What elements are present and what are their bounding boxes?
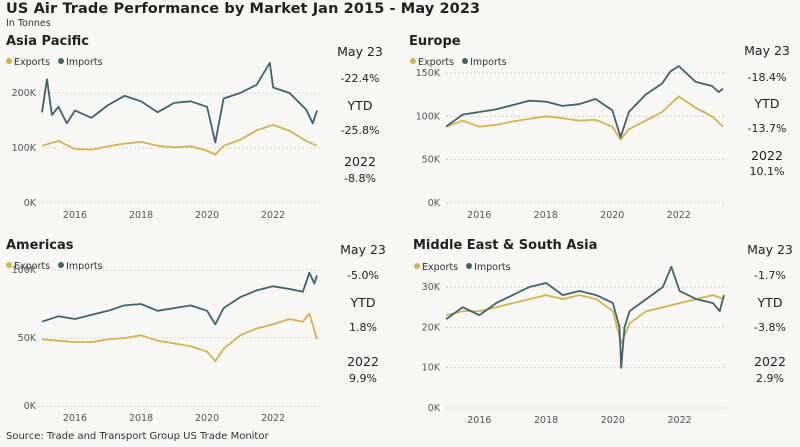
panel-title: Europe	[409, 34, 461, 49]
x-tick-label: 2018	[534, 415, 558, 426]
month-label: May 23	[340, 242, 386, 257]
stats-block: May 23 -18.4% YTD -13.7% 2022 10.1%	[736, 43, 798, 178]
chart-title: US Air Trade Performance by Market Jan 2…	[6, 1, 481, 17]
source-note: Source: Trade and Transport Group US Tra…	[6, 431, 269, 442]
month-label: May 23	[747, 242, 793, 257]
x-tick-label: 2016	[467, 415, 491, 426]
imports-legend-label: Imports	[66, 261, 103, 272]
exports-legend-label: Exports	[422, 262, 459, 273]
panel-title: Middle East & South Asia	[413, 238, 598, 253]
legend: Exports Imports	[414, 262, 516, 273]
legend: Exports Imports	[6, 261, 108, 272]
exports-series-line	[445, 294, 725, 345]
exports-legend-label: Exports	[14, 57, 51, 68]
month-change: -18.4%	[747, 71, 787, 84]
x-tick-label: 2022	[261, 413, 285, 424]
exports-series-line	[445, 95, 724, 141]
y-tick-label: 0K	[24, 401, 37, 412]
y-tick-label: 50K	[18, 333, 37, 344]
ytd-change: -13.7%	[747, 122, 787, 135]
chart-subtitle: In Tonnes	[6, 18, 51, 29]
imports-legend-label: Imports	[474, 262, 511, 273]
imports-series-line	[41, 271, 318, 326]
x-tick-label: 2018	[534, 210, 558, 221]
stats-block: May 23 -5.0% YTD 1.8% 2022 9.9%	[333, 242, 393, 385]
y-tick-label: 30K	[422, 282, 441, 293]
ytd-change: -25.8%	[340, 124, 380, 137]
exports-legend-marker	[6, 58, 12, 64]
year-label: 2022	[754, 354, 786, 369]
stats-block: May 23 -1.7% YTD -3.8% 2022 2.9%	[740, 242, 800, 385]
imports-legend-marker	[58, 262, 65, 268]
imports-legend-marker	[58, 58, 65, 64]
x-tick-label: 2020	[195, 413, 219, 424]
month-change: -1.7%	[754, 269, 786, 282]
y-tick-label: 100K	[12, 265, 37, 276]
y-tick-label: 100K	[12, 143, 37, 154]
exports-legend-label: Exports	[418, 57, 455, 68]
ytd-label: YTD	[754, 96, 780, 111]
month-change: -5.0%	[347, 269, 379, 282]
y-tick-label: 10K	[422, 363, 441, 374]
year-change: 10.1%	[749, 165, 785, 178]
y-tick-label: 150K	[416, 68, 441, 79]
y-tick-label: 20K	[422, 322, 441, 333]
y-tick-label: 100K	[416, 111, 441, 122]
panel-title: Asia Pacific	[6, 34, 90, 49]
exports-series-line	[41, 124, 318, 156]
ytd-change: -3.8%	[754, 321, 786, 334]
month-change: -22.4%	[340, 72, 380, 85]
x-tick-label: 2016	[63, 210, 87, 221]
line-plot: 0K 50K 100K 150K 2016 2018 2020 2022	[416, 65, 726, 221]
ytd-change: 1.8%	[349, 321, 377, 334]
y-tick-label: 200K	[12, 88, 37, 99]
month-label: May 23	[744, 43, 790, 58]
ytd-label: YTD	[350, 295, 376, 310]
line-plot: 0K 50K 100K 2016 2018 2020 2022	[12, 265, 320, 424]
imports-legend-label: Imports	[470, 57, 507, 68]
year-label: 2022	[344, 154, 376, 169]
x-tick-label: 2022	[667, 210, 691, 221]
exports-legend-label: Exports	[14, 261, 51, 272]
x-tick-label: 2018	[129, 210, 153, 221]
x-tick-label: 2020	[600, 210, 624, 221]
x-tick-label: 2016	[63, 413, 87, 424]
exports-legend-marker	[6, 262, 12, 268]
imports-legend-marker	[466, 263, 473, 269]
imports-series-line	[445, 65, 724, 139]
exports-legend-marker	[414, 263, 420, 269]
stats-block: May 23 -22.4% YTD -25.8% 2022 -8.8%	[330, 44, 390, 185]
x-tick-label: 2020	[601, 415, 625, 426]
x-tick-label: 2018	[129, 413, 153, 424]
x-tick-label: 2016	[467, 210, 491, 221]
panel-title: Americas	[6, 238, 74, 253]
year-change: -8.8%	[344, 172, 376, 185]
month-label: May 23	[337, 44, 383, 59]
imports-legend-label: Imports	[66, 57, 103, 68]
ytd-label: YTD	[757, 295, 783, 310]
year-change: 2.9%	[756, 372, 784, 385]
year-change: 9.9%	[349, 372, 377, 385]
y-tick-label: 0K	[428, 198, 441, 209]
year-label: 2022	[751, 148, 783, 163]
imports-legend-marker	[462, 58, 469, 64]
y-tick-label: 0K	[24, 198, 37, 209]
legend: Exports Imports	[410, 57, 512, 68]
exports-series-line	[41, 312, 318, 363]
imports-series-line	[445, 265, 725, 369]
x-tick-label: 2020	[195, 210, 219, 221]
legend: Exports Imports	[6, 57, 108, 68]
line-plot: 0K 100K 200K 2016 2018 2020 2022	[12, 61, 320, 221]
exports-legend-marker	[410, 58, 416, 64]
imports-series-line	[41, 61, 318, 144]
year-label: 2022	[347, 354, 379, 369]
y-tick-label: 50K	[422, 155, 441, 166]
ytd-label: YTD	[347, 98, 373, 113]
x-tick-label: 2022	[668, 415, 692, 426]
y-tick-label: 0K	[428, 403, 441, 414]
x-tick-label: 2022	[261, 210, 285, 221]
